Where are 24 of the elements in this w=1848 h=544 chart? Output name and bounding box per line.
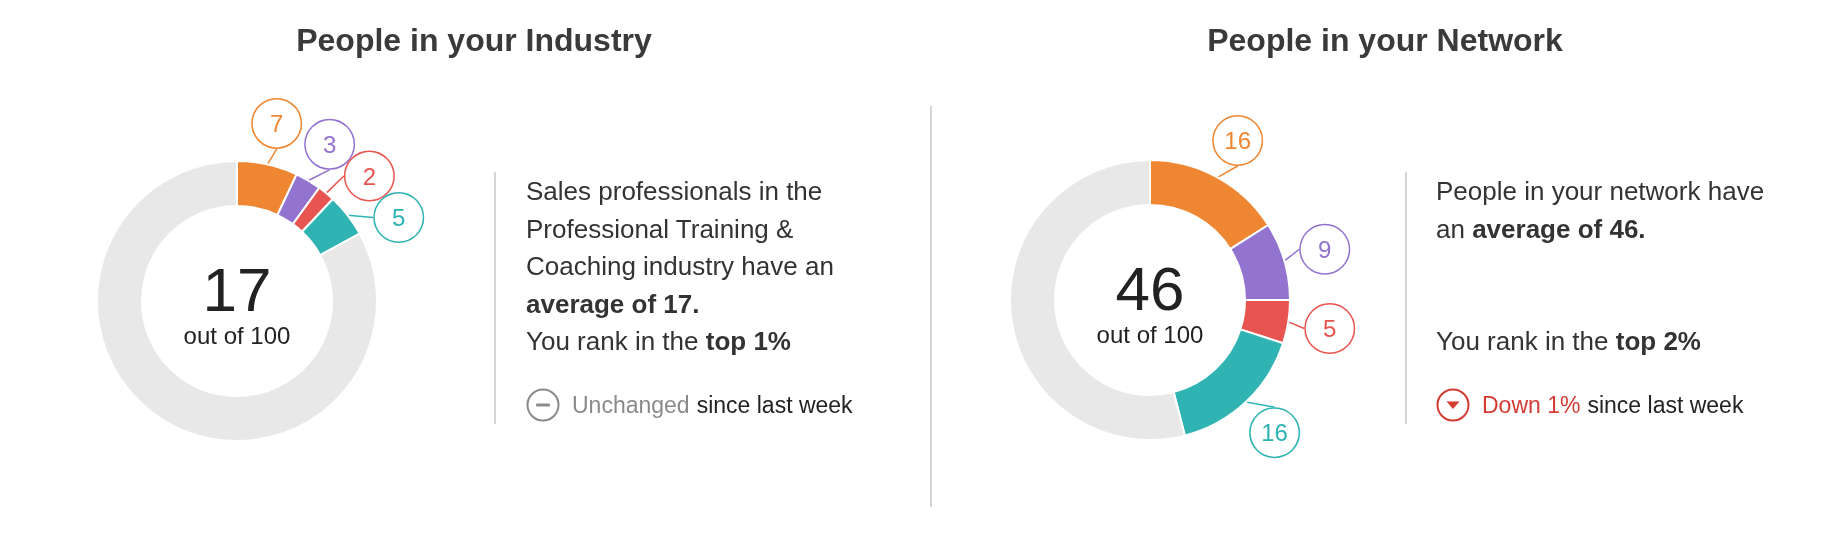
text: You rank in the	[1436, 326, 1609, 356]
data-label: 16	[1261, 419, 1288, 447]
data-label: 5	[1323, 314, 1337, 342]
data-label: 9	[1318, 235, 1332, 263]
text: since last week	[696, 390, 853, 420]
text: 46	[1114, 254, 1186, 323]
text: since last week	[1587, 390, 1744, 420]
data-label: 2	[362, 162, 377, 190]
text: top 2%	[1615, 326, 1701, 356]
data-label: 5	[392, 204, 406, 232]
data-label: 16	[1224, 127, 1252, 155]
text: People in your Industry	[295, 21, 653, 60]
text: Down 1%	[1482, 390, 1581, 420]
text: average of 46.	[1472, 213, 1646, 244]
data-label: 3	[322, 130, 337, 158]
text: You rank in the	[526, 326, 699, 356]
data-label: 7	[270, 109, 284, 137]
text: average of 17.	[526, 288, 700, 319]
text: 17	[201, 255, 273, 324]
text: out of 100	[1095, 321, 1205, 349]
chart-title: People in your Network	[1206, 21, 1564, 60]
text: out of 100	[182, 322, 292, 350]
text: top 1%	[705, 326, 791, 356]
text: Unchanged	[572, 390, 690, 420]
